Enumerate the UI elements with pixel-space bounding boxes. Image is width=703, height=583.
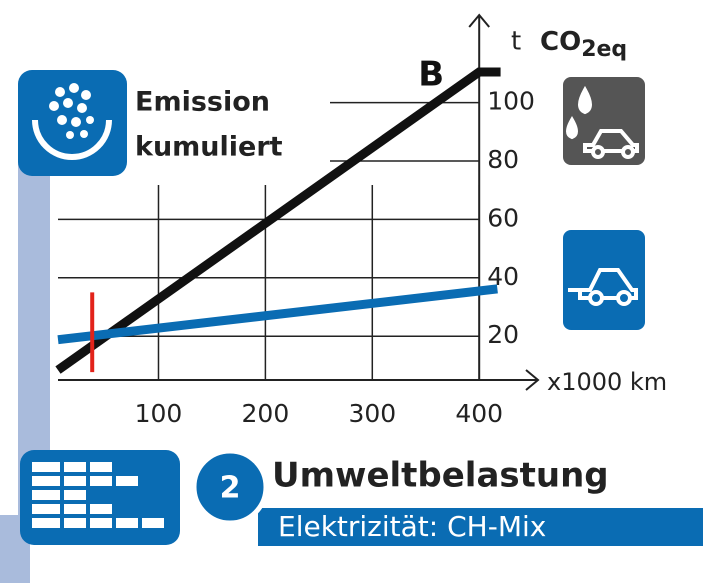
y-tick-label: 100 [487, 87, 535, 116]
title: Umweltbelastung [272, 456, 609, 496]
electric-car-icon [563, 230, 645, 330]
y-label: CO2eq [540, 27, 627, 63]
heading-line: kumuliert [135, 132, 283, 163]
subtitle-bar [258, 508, 703, 546]
y-label-sub: 2eq [581, 37, 627, 62]
heading-line: Emission [135, 87, 270, 118]
x-tick-label: 100 [135, 399, 183, 428]
y-tick-label: 20 [487, 320, 519, 349]
particles [32, 83, 112, 160]
y-tick-label: 60 [487, 203, 519, 232]
badge-number: 2 [220, 471, 241, 506]
x-tick-label: 300 [348, 399, 396, 428]
series-line [55, 67, 501, 374]
subtitle: Elektrizität: CH-Mix [278, 510, 546, 543]
x-tick-label: 400 [455, 399, 503, 428]
y-tick-label: 80 [487, 145, 519, 174]
x-axis [58, 369, 540, 391]
x-tick-label: 200 [242, 399, 290, 428]
series-label: B [418, 54, 444, 94]
y-label-base: CO [540, 27, 581, 57]
x-label: x1000 km [547, 368, 667, 396]
series-line [57, 284, 498, 345]
fuel-car-glyph [566, 85, 639, 159]
electric-car-glyph [568, 268, 638, 306]
y-unit: t [511, 27, 521, 57]
category-glyph [32, 462, 164, 528]
badge [191, 448, 269, 526]
